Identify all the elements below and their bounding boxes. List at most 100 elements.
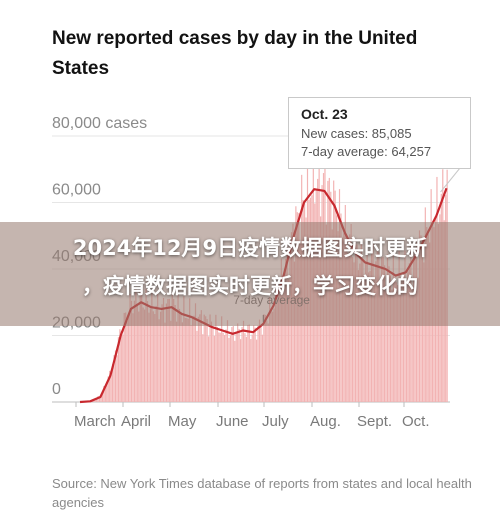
daily-case-bar	[152, 311, 154, 402]
daily-case-bar	[411, 286, 413, 402]
daily-case-bar	[193, 315, 195, 402]
x-tick-label: July	[262, 413, 289, 430]
daily-case-bar	[186, 318, 188, 402]
daily-case-bar	[352, 257, 354, 402]
daily-case-bar	[184, 318, 186, 402]
daily-case-bar	[107, 376, 109, 402]
daily-case-bar	[215, 314, 217, 402]
daily-case-bar	[194, 303, 197, 402]
daily-case-bar	[126, 321, 128, 402]
daily-case-bar	[224, 334, 226, 402]
daily-case-bar	[112, 364, 114, 402]
x-tick-label: Aug.	[310, 413, 341, 430]
daily-case-bar	[373, 278, 376, 402]
daily-case-bar	[407, 271, 409, 402]
daily-case-bar	[164, 322, 166, 402]
daily-case-bar	[133, 300, 136, 402]
daily-case-bar	[96, 398, 98, 402]
daily-case-bar	[189, 298, 191, 402]
daily-case-bar	[234, 340, 236, 402]
daily-case-bar	[202, 334, 204, 402]
daily-case-bar	[157, 293, 159, 402]
daily-case-bar	[401, 279, 403, 402]
daily-case-bar	[229, 335, 232, 402]
daily-case-bar	[149, 308, 152, 402]
daily-case-bar	[347, 252, 349, 402]
daily-case-bar	[402, 275, 405, 402]
daily-case-bar	[196, 330, 198, 402]
daily-case-bar	[210, 321, 213, 402]
daily-case-bar	[379, 286, 381, 402]
daily-case-bar	[212, 327, 214, 402]
daily-case-bar	[277, 294, 280, 402]
daily-case-bar	[385, 290, 387, 402]
daily-case-bar	[123, 312, 125, 402]
daily-case-bar	[264, 314, 266, 402]
daily-case-bar	[235, 332, 237, 402]
daily-case-bar	[384, 265, 386, 402]
daily-case-bar	[160, 311, 162, 402]
daily-case-bar	[142, 307, 144, 402]
daily-case-bar	[392, 252, 394, 402]
daily-case-bar	[177, 293, 179, 402]
daily-case-bar	[389, 275, 392, 402]
daily-case-bar	[231, 327, 233, 402]
daily-case-bar	[129, 294, 131, 402]
daily-case-bar	[382, 256, 384, 402]
tooltip-average: 7-day average: 64,257	[301, 144, 432, 159]
daily-case-bar	[200, 310, 202, 402]
daily-case-bar	[272, 311, 274, 402]
daily-case-bar	[141, 290, 143, 402]
daily-case-bar	[168, 298, 170, 402]
daily-case-bar	[138, 311, 140, 402]
daily-case-bar	[192, 318, 194, 402]
daily-case-bar	[128, 315, 130, 402]
daily-case-bar	[113, 355, 115, 402]
daily-case-bar	[145, 288, 147, 402]
daily-case-bar	[397, 285, 399, 402]
daily-case-bar	[173, 298, 175, 402]
daily-case-bar	[183, 296, 185, 402]
daily-case-bar	[170, 320, 172, 402]
daily-case-bar	[146, 301, 149, 402]
x-tick-label: Sept.	[357, 413, 392, 430]
daily-case-bar	[109, 370, 111, 402]
daily-case-bar	[240, 339, 242, 402]
daily-case-bar	[388, 266, 390, 402]
daily-case-bar	[104, 386, 106, 402]
daily-case-bar	[394, 277, 396, 402]
daily-case-bar	[368, 272, 370, 402]
daily-case-bar	[288, 278, 290, 402]
daily-case-bar	[248, 324, 250, 402]
daily-case-bar	[280, 258, 282, 402]
y-tick-label: 60,000	[52, 182, 101, 199]
daily-case-bar	[400, 285, 402, 402]
daily-case-bar	[273, 308, 275, 402]
daily-case-bar	[208, 336, 210, 402]
daily-case-bar	[357, 270, 360, 402]
daily-case-bar	[353, 262, 355, 402]
daily-case-bar	[237, 323, 239, 402]
daily-case-bar	[162, 297, 165, 402]
daily-case-bar	[120, 330, 122, 402]
daily-case-bar	[106, 381, 108, 402]
daily-case-bar	[359, 263, 361, 402]
x-tick-label: March	[74, 413, 116, 430]
daily-case-bar	[381, 257, 383, 402]
daily-case-bar	[110, 375, 112, 402]
daily-case-bar	[205, 316, 207, 402]
daily-case-bar	[226, 320, 229, 402]
daily-case-bar	[242, 320, 245, 402]
daily-case-bar	[221, 316, 223, 402]
daily-case-bar	[256, 339, 258, 402]
daily-case-bar	[180, 314, 182, 402]
y-tick-label: 0	[52, 381, 61, 398]
daily-case-bar	[386, 254, 389, 402]
daily-case-bar	[154, 313, 156, 402]
daily-case-bar	[293, 261, 296, 402]
daily-case-bar	[251, 334, 253, 402]
banner-line-2: ，疫情数据图实时更新，学习变化的	[82, 274, 418, 298]
daily-case-bar	[144, 309, 146, 402]
daily-case-bar	[257, 325, 259, 402]
daily-case-bar	[213, 335, 216, 402]
